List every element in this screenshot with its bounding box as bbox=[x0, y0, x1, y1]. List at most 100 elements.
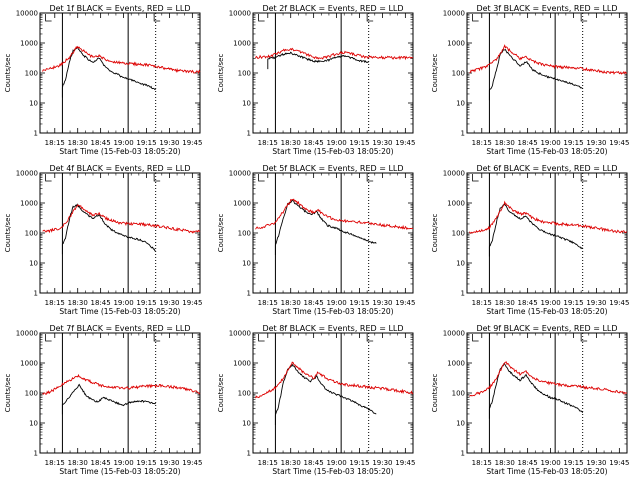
x-tick-label: 18:45 bbox=[518, 299, 538, 307]
x-tick-label: 19:45 bbox=[609, 139, 629, 147]
x-tick-label: 19:00 bbox=[540, 139, 560, 147]
time-marker bbox=[258, 14, 265, 22]
panel-title: Det 3f BLACK = Events, RED = LLD bbox=[476, 4, 617, 13]
x-tick-label: 18:45 bbox=[91, 459, 111, 467]
y-tick-label: 100 bbox=[238, 230, 251, 238]
plot-frame bbox=[252, 172, 414, 294]
x-tick-label: 19:15 bbox=[349, 459, 369, 467]
x-tick-label: 19:00 bbox=[540, 299, 560, 307]
x-tick-label: 19:15 bbox=[136, 459, 156, 467]
x-tick-label: 18:30 bbox=[495, 299, 515, 307]
panel-3: Det 3f BLACK = Events, RED = LLD 1 10 100 10… bbox=[431, 4, 629, 156]
y-tick-label: 10 bbox=[29, 260, 38, 268]
y-tick-label: 100 bbox=[25, 70, 38, 78]
x-tick-label: 19:30 bbox=[159, 459, 179, 467]
x-tick-label: 19:00 bbox=[540, 459, 560, 467]
y-tick-label: 1 bbox=[461, 130, 465, 138]
panel-title: Det 6f BLACK = Events, RED = LLD bbox=[476, 164, 617, 173]
y-tick-label: 1 bbox=[461, 290, 465, 298]
panel-title: Det 1f BLACK = Events, RED = LLD bbox=[49, 4, 190, 13]
x-tick-label: 18:30 bbox=[495, 139, 515, 147]
x-axis-label: Start Time (15-Feb-03 18:05:20) bbox=[486, 307, 607, 316]
x-tick-label: 19:45 bbox=[395, 459, 415, 467]
x-tick-label: 18:15 bbox=[45, 139, 65, 147]
x-tick-label: 19:00 bbox=[326, 299, 346, 307]
plot-frame bbox=[39, 172, 201, 294]
x-tick-label: 18:15 bbox=[258, 299, 278, 307]
panel-title: Det 8f BLACK = Events, RED = LLD bbox=[262, 324, 403, 333]
x-tick-label: 19:15 bbox=[136, 139, 156, 147]
panel-title: Det 7f BLACK = Events, RED = LLD bbox=[49, 324, 190, 333]
series-events bbox=[61, 383, 156, 415]
x-tick-label: 19:30 bbox=[586, 459, 606, 467]
panel-title: Det 2f BLACK = Events, RED = LLD bbox=[262, 4, 403, 13]
series-events bbox=[61, 203, 156, 255]
y-tick-label: 100 bbox=[452, 390, 465, 398]
series-events bbox=[274, 363, 377, 425]
y-tick-label: 10 bbox=[29, 420, 38, 428]
series-events bbox=[267, 51, 369, 70]
series-events bbox=[488, 49, 583, 101]
x-tick-label: 19:00 bbox=[113, 459, 133, 467]
x-tick-label: 19:15 bbox=[563, 299, 583, 307]
y-tick-label: 1000 bbox=[20, 40, 38, 48]
y-tick-label: 1000 bbox=[233, 360, 251, 368]
x-axis-label: Start Time (15-Feb-03 18:05:20) bbox=[272, 307, 393, 316]
x-tick-label: 18:15 bbox=[258, 139, 278, 147]
y-tick-label: 10 bbox=[456, 420, 465, 428]
x-tick-label: 18:45 bbox=[304, 139, 324, 147]
panel-7: Det 7f BLACK = Events, RED = LLD 1 10 100 10… bbox=[4, 324, 202, 476]
x-tick-label: 18:30 bbox=[68, 299, 88, 307]
x-axis-label: Start Time (15-Feb-03 18:05:20) bbox=[272, 467, 393, 476]
y-tick-label: 10 bbox=[242, 260, 251, 268]
series-lld bbox=[469, 44, 628, 75]
y-tick-label: 1000 bbox=[233, 40, 251, 48]
time-marker bbox=[472, 334, 479, 342]
y-axis-label: Counts/sec bbox=[217, 54, 225, 93]
x-tick-label: 19:30 bbox=[159, 139, 179, 147]
time-marker bbox=[472, 174, 479, 182]
panel-1: Det 1f BLACK = Events, RED = LLD 1 10 100 10… bbox=[4, 4, 202, 156]
x-tick-label: 19:00 bbox=[326, 139, 346, 147]
y-tick-label: 1 bbox=[247, 130, 251, 138]
x-tick-label: 18:30 bbox=[68, 459, 88, 467]
x-tick-label: 19:30 bbox=[372, 459, 392, 467]
x-tick-label: 19:30 bbox=[159, 299, 179, 307]
time-marker bbox=[45, 334, 52, 342]
y-tick-label: 1000 bbox=[447, 360, 465, 368]
y-tick-label: 10 bbox=[242, 420, 251, 428]
series-lld bbox=[255, 47, 414, 61]
y-tick-label: 10000 bbox=[16, 10, 38, 18]
x-tick-label: 19:45 bbox=[182, 299, 202, 307]
plot-frame bbox=[252, 12, 414, 134]
x-axis-label: Start Time (15-Feb-03 18:05:20) bbox=[59, 147, 180, 156]
x-tick-label: 19:45 bbox=[182, 459, 202, 467]
x-axis-label: Start Time (15-Feb-03 18:05:20) bbox=[272, 147, 393, 156]
x-tick-label: 18:30 bbox=[281, 459, 301, 467]
y-tick-label: 10 bbox=[456, 260, 465, 268]
x-tick-label: 19:45 bbox=[395, 139, 415, 147]
y-tick-label: 1000 bbox=[20, 200, 38, 208]
y-tick-label: 10000 bbox=[229, 10, 251, 18]
x-tick-label: 18:30 bbox=[281, 139, 301, 147]
x-tick-label: 19:15 bbox=[349, 139, 369, 147]
series-events bbox=[488, 203, 584, 257]
time-marker bbox=[153, 174, 161, 182]
x-tick-label: 18:30 bbox=[495, 459, 515, 467]
series-lld bbox=[42, 204, 201, 234]
time-marker bbox=[472, 14, 479, 22]
y-tick-label: 10000 bbox=[16, 330, 38, 338]
series-events bbox=[488, 363, 584, 419]
y-tick-label: 10000 bbox=[443, 170, 465, 178]
plot-frame bbox=[466, 332, 628, 454]
panel-title: Det 9f BLACK = Events, RED = LLD bbox=[476, 324, 617, 333]
x-axis-label: Start Time (15-Feb-03 18:05:20) bbox=[59, 467, 180, 476]
y-tick-label: 10000 bbox=[229, 170, 251, 178]
x-axis-label: Start Time (15-Feb-03 18:05:20) bbox=[486, 467, 607, 476]
y-axis-label: Counts/sec bbox=[4, 214, 12, 253]
x-tick-label: 19:15 bbox=[563, 139, 583, 147]
y-tick-label: 10000 bbox=[229, 330, 251, 338]
y-tick-label: 1 bbox=[461, 450, 465, 458]
plot-frame bbox=[39, 12, 201, 134]
time-marker bbox=[366, 14, 374, 22]
